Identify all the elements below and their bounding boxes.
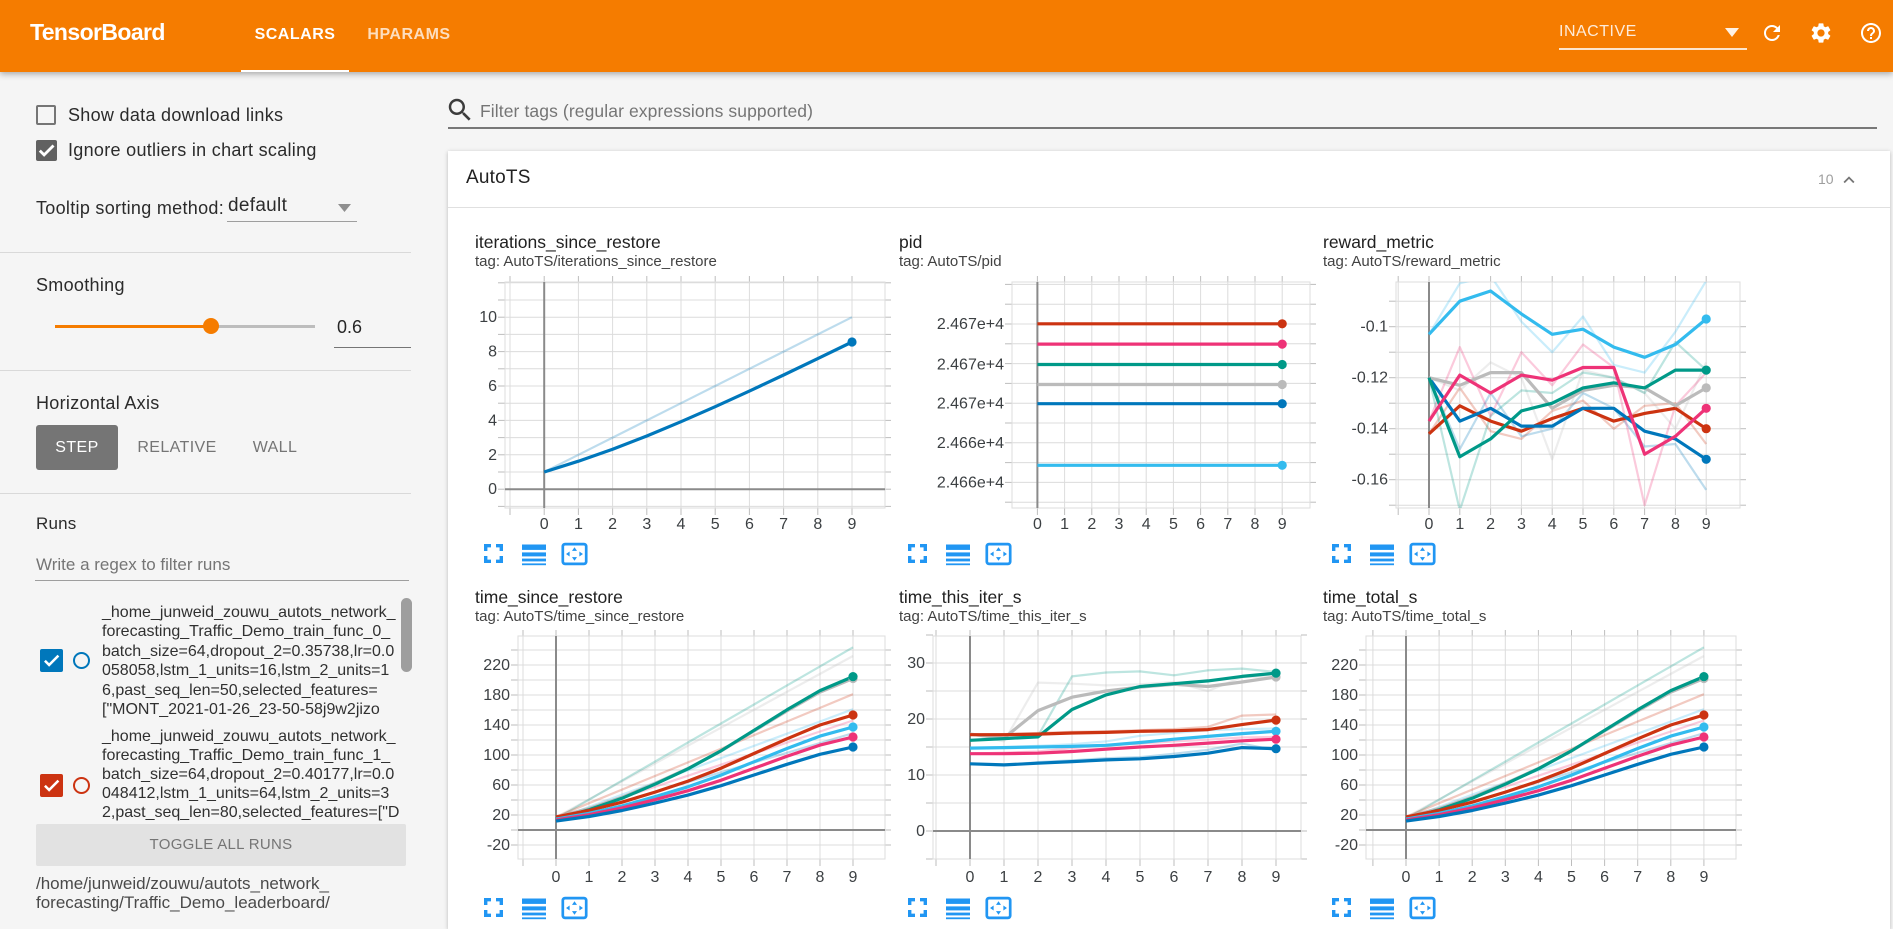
svg-text:9: 9 <box>1702 516 1711 533</box>
svg-text:0: 0 <box>966 869 975 886</box>
svg-text:0: 0 <box>488 481 497 498</box>
svg-text:8: 8 <box>813 516 822 533</box>
svg-text:2: 2 <box>608 516 617 533</box>
svg-text:100: 100 <box>483 747 510 764</box>
svg-text:3: 3 <box>1068 869 1077 886</box>
svg-text:-20: -20 <box>487 837 510 854</box>
svg-text:1: 1 <box>574 516 583 533</box>
svg-text:20: 20 <box>1340 807 1358 824</box>
svg-text:8: 8 <box>1238 869 1247 886</box>
svg-text:9: 9 <box>1278 516 1287 533</box>
svg-text:3: 3 <box>1115 516 1124 533</box>
svg-text:1: 1 <box>1455 516 1464 533</box>
svg-text:3: 3 <box>1517 516 1526 533</box>
svg-text:8: 8 <box>1251 516 1260 533</box>
svg-text:2: 2 <box>1087 516 1096 533</box>
svg-text:6: 6 <box>1196 516 1205 533</box>
svg-text:5: 5 <box>711 516 720 533</box>
svg-text:2: 2 <box>1486 516 1495 533</box>
svg-text:8: 8 <box>1671 516 1680 533</box>
svg-text:7: 7 <box>1223 516 1232 533</box>
svg-text:-0.1: -0.1 <box>1360 319 1388 336</box>
svg-text:2: 2 <box>618 869 627 886</box>
svg-text:6: 6 <box>1170 869 1179 886</box>
svg-text:0: 0 <box>552 869 561 886</box>
svg-text:-0.14: -0.14 <box>1352 421 1389 438</box>
svg-text:2.466e+4: 2.466e+4 <box>937 474 1004 491</box>
svg-text:180: 180 <box>1331 687 1358 704</box>
svg-text:5: 5 <box>1567 869 1576 886</box>
svg-text:2.466e+4: 2.466e+4 <box>937 435 1004 452</box>
svg-text:100: 100 <box>1331 747 1358 764</box>
svg-text:8: 8 <box>488 344 497 361</box>
svg-text:2.467e+4: 2.467e+4 <box>937 396 1004 413</box>
svg-text:7: 7 <box>1633 869 1642 886</box>
svg-text:6: 6 <box>488 378 497 395</box>
svg-text:0: 0 <box>1402 869 1411 886</box>
svg-text:1: 1 <box>1000 869 1009 886</box>
svg-text:6: 6 <box>750 869 759 886</box>
svg-text:0: 0 <box>1425 516 1434 533</box>
svg-text:2: 2 <box>1468 869 1477 886</box>
svg-text:2.467e+4: 2.467e+4 <box>937 357 1004 374</box>
svg-text:220: 220 <box>483 657 510 674</box>
svg-text:4: 4 <box>677 516 686 533</box>
svg-text:9: 9 <box>848 516 857 533</box>
svg-text:2.467e+4: 2.467e+4 <box>937 316 1004 333</box>
svg-text:7: 7 <box>783 869 792 886</box>
svg-text:4: 4 <box>1548 516 1557 533</box>
svg-text:7: 7 <box>1204 869 1213 886</box>
svg-text:0: 0 <box>540 516 549 533</box>
svg-text:2: 2 <box>1034 869 1043 886</box>
svg-text:60: 60 <box>1340 777 1358 794</box>
svg-text:140: 140 <box>1331 717 1358 734</box>
svg-text:140: 140 <box>483 717 510 734</box>
svg-text:6: 6 <box>1600 869 1609 886</box>
svg-text:0: 0 <box>1033 516 1042 533</box>
svg-text:30: 30 <box>907 655 925 672</box>
svg-text:3: 3 <box>651 869 660 886</box>
svg-text:7: 7 <box>779 516 788 533</box>
svg-text:-20: -20 <box>1335 837 1358 854</box>
svg-text:4: 4 <box>488 412 497 429</box>
svg-text:1: 1 <box>1435 869 1444 886</box>
svg-text:9: 9 <box>1699 869 1708 886</box>
svg-text:6: 6 <box>745 516 754 533</box>
svg-text:10: 10 <box>479 309 497 326</box>
svg-text:6: 6 <box>1609 516 1618 533</box>
svg-text:60: 60 <box>492 777 510 794</box>
svg-text:2: 2 <box>488 447 497 464</box>
svg-text:8: 8 <box>816 869 825 886</box>
svg-text:20: 20 <box>492 807 510 824</box>
svg-text:1: 1 <box>1060 516 1069 533</box>
svg-text:0: 0 <box>916 823 925 840</box>
svg-text:4: 4 <box>684 869 693 886</box>
svg-text:-0.12: -0.12 <box>1352 370 1389 387</box>
svg-text:8: 8 <box>1666 869 1675 886</box>
svg-text:7: 7 <box>1640 516 1649 533</box>
svg-text:-0.16: -0.16 <box>1352 472 1389 489</box>
svg-text:10: 10 <box>907 767 925 784</box>
svg-text:9: 9 <box>849 869 858 886</box>
svg-text:3: 3 <box>1501 869 1510 886</box>
svg-text:4: 4 <box>1142 516 1151 533</box>
svg-text:5: 5 <box>1579 516 1588 533</box>
svg-text:5: 5 <box>1169 516 1178 533</box>
svg-text:4: 4 <box>1534 869 1543 886</box>
svg-text:3: 3 <box>642 516 651 533</box>
svg-text:180: 180 <box>483 687 510 704</box>
svg-text:1: 1 <box>585 869 594 886</box>
svg-text:4: 4 <box>1102 869 1111 886</box>
svg-text:9: 9 <box>1272 869 1281 886</box>
svg-text:5: 5 <box>1136 869 1145 886</box>
svg-text:220: 220 <box>1331 657 1358 674</box>
svg-text:20: 20 <box>907 711 925 728</box>
svg-text:5: 5 <box>717 869 726 886</box>
